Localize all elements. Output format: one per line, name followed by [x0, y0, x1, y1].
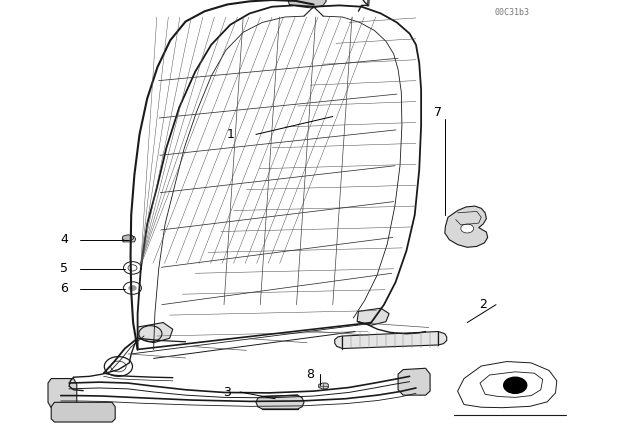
Text: 5: 5	[60, 262, 68, 276]
Polygon shape	[51, 402, 115, 422]
Circle shape	[504, 377, 527, 393]
Text: 2: 2	[479, 298, 487, 311]
Polygon shape	[256, 395, 304, 409]
Polygon shape	[122, 235, 134, 241]
Polygon shape	[445, 206, 488, 247]
Polygon shape	[319, 383, 328, 389]
Circle shape	[461, 224, 474, 233]
Polygon shape	[48, 379, 77, 408]
Text: 1: 1	[227, 128, 234, 141]
Polygon shape	[288, 0, 326, 8]
Text: 00C31b3: 00C31b3	[495, 8, 529, 17]
Text: 4: 4	[60, 233, 68, 246]
Polygon shape	[138, 323, 173, 343]
Polygon shape	[123, 237, 136, 242]
Text: 3: 3	[223, 385, 231, 399]
Polygon shape	[335, 332, 447, 349]
Polygon shape	[480, 372, 543, 397]
Text: 7: 7	[435, 105, 442, 119]
Polygon shape	[398, 368, 430, 395]
Polygon shape	[458, 362, 557, 408]
Polygon shape	[357, 308, 389, 325]
Text: 8: 8	[307, 367, 314, 381]
Text: 6: 6	[60, 282, 68, 296]
Circle shape	[129, 285, 136, 291]
